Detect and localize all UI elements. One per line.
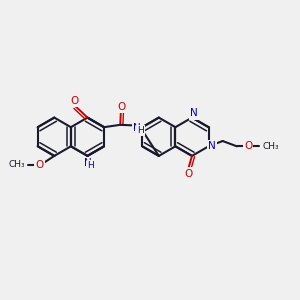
Text: N: N [208, 141, 216, 151]
Text: H: H [88, 161, 94, 170]
Text: N: N [190, 109, 198, 118]
Text: O: O [184, 169, 193, 178]
Text: O: O [70, 96, 78, 106]
Text: N: N [84, 158, 91, 168]
Text: O: O [35, 160, 44, 170]
Text: CH₃: CH₃ [8, 160, 25, 169]
Text: CH₃: CH₃ [263, 142, 279, 151]
Text: O: O [244, 141, 252, 151]
Text: O: O [117, 102, 125, 112]
Text: H: H [137, 126, 144, 135]
Text: N: N [133, 123, 141, 133]
